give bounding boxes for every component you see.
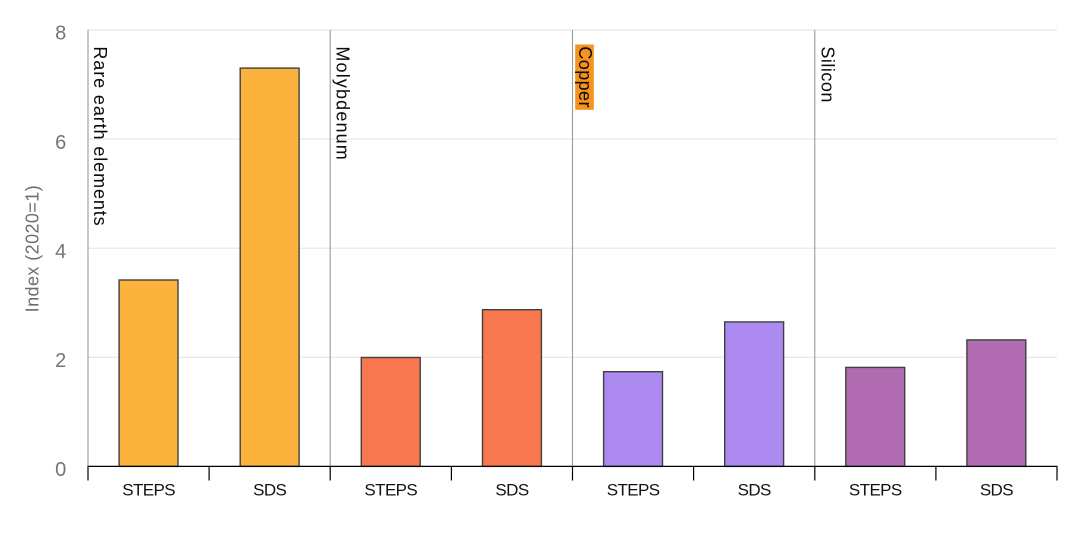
svg-text:STEPS: STEPS [849, 480, 902, 499]
svg-text:6: 6 [55, 132, 66, 154]
svg-text:SDS: SDS [738, 480, 771, 499]
svg-text:STEPS: STEPS [122, 480, 175, 499]
svg-text:SDS: SDS [980, 480, 1013, 499]
svg-text:Silicon: Silicon [817, 46, 837, 103]
svg-text:SDS: SDS [253, 480, 286, 499]
svg-text:8: 8 [55, 23, 66, 45]
svg-text:Rare earth elements: Rare earth elements [90, 46, 110, 226]
svg-text:Index (2020=1): Index (2020=1) [23, 185, 43, 312]
svg-text:Copper: Copper [575, 46, 595, 107]
svg-text:0: 0 [55, 459, 66, 481]
svg-text:STEPS: STEPS [364, 480, 417, 499]
svg-text:Molybdenum: Molybdenum [333, 46, 353, 161]
svg-text:STEPS: STEPS [607, 480, 660, 499]
svg-text:SDS: SDS [495, 480, 528, 499]
svg-text:2: 2 [55, 350, 66, 372]
svg-text:4: 4 [55, 241, 66, 263]
